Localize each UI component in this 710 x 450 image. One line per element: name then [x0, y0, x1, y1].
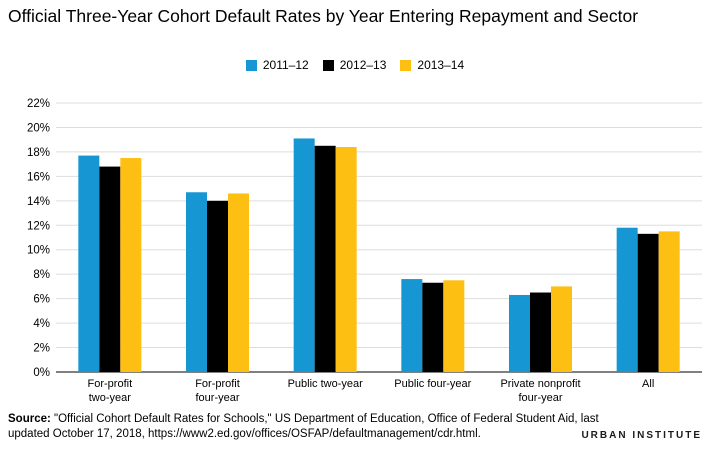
x-tick-label: For-profit two-year [88, 378, 133, 404]
bar-201112-1 [186, 192, 207, 372]
y-tick-label: 8% [33, 269, 50, 281]
x-tick-label: Public four-year [394, 378, 471, 390]
y-tick-label: 4% [33, 318, 50, 330]
bar-201314-2 [335, 147, 357, 372]
y-tick-label: 22% [27, 98, 50, 110]
y-tick-label: 0% [33, 367, 50, 379]
bar-201112-4 [509, 294, 530, 372]
x-tick-label: Public two-year [288, 378, 364, 390]
legend-label-2013-14: 2013–14 [417, 58, 465, 72]
x-tick-label: Private nonprofit four-year [500, 378, 580, 404]
y-tick-label: 16% [27, 171, 50, 183]
bar-201112-0 [78, 155, 100, 372]
y-tick-label: 10% [27, 245, 50, 257]
chart-title: Official Three-Year Cohort Default Rates… [8, 6, 639, 26]
x-tick-label-line: four-year [518, 392, 562, 404]
bar-201314-5 [658, 231, 680, 372]
x-tick-label: For-profit four-year [195, 378, 240, 404]
bar-chart: 0% 2% 4% 6% 8% 10% 12% 14% 16% 18% 20% 22% For-profi… [27, 98, 702, 404]
legend-swatch-2011-12 [245, 59, 257, 71]
source-label: Source: [8, 413, 51, 425]
legend: 2011–12 2012–13 2013–14 [0, 58, 710, 72]
bar-201213-5 [637, 233, 659, 372]
x-tick-label-line: Public two-year [288, 378, 364, 390]
y-tick-label: 12% [27, 220, 50, 232]
y-tick-label: 20% [27, 122, 50, 134]
bar-201213-1 [207, 200, 228, 372]
legend-item-2012-13: 2012–13 [322, 58, 387, 72]
legend-label-2011-12: 2011–12 [262, 58, 309, 72]
source-note: Source: "Official Cohort Default Rates f… [8, 412, 608, 442]
x-tick-label-line: four-year [195, 392, 239, 404]
x-tick-label-line: Private nonprofit [500, 378, 580, 390]
bar-201112-3 [401, 279, 423, 372]
bar-201314-4 [551, 286, 572, 372]
x-tick-label-line: For-profit [88, 378, 133, 390]
bar-201213-0 [99, 166, 121, 372]
bar-201213-3 [422, 282, 444, 372]
y-tick-label: 6% [33, 294, 50, 306]
bar-201213-2 [314, 145, 336, 372]
bar-201314-0 [120, 158, 142, 372]
x-tick-label: All [642, 378, 654, 390]
y-tick-label: 14% [27, 196, 50, 208]
y-tick-label: 2% [33, 343, 50, 355]
brand-logo: URBAN INSTITUTE [581, 430, 702, 441]
legend-item-2011-12: 2011–12 [245, 58, 309, 72]
bar-201112-2 [293, 138, 315, 372]
bar-201213-4 [530, 292, 551, 372]
bar-201112-5 [616, 227, 638, 372]
source-text: "Official Cohort Default Rates for Schoo… [8, 413, 599, 440]
legend-swatch-2012-13 [322, 59, 334, 71]
legend-item-2013-14: 2013–14 [400, 58, 464, 72]
legend-swatch-2013-14 [400, 59, 412, 71]
bar-201314-3 [443, 280, 465, 372]
y-tick-label: 18% [27, 147, 50, 159]
x-tick-label-line: two-year [89, 392, 132, 404]
x-tick-label-line: For-profit [195, 378, 240, 390]
x-tick-label-line: All [642, 378, 654, 390]
legend-label-2012-13: 2012–13 [339, 58, 387, 72]
bar-201314-1 [228, 193, 249, 372]
x-tick-label-line: Public four-year [394, 378, 471, 390]
